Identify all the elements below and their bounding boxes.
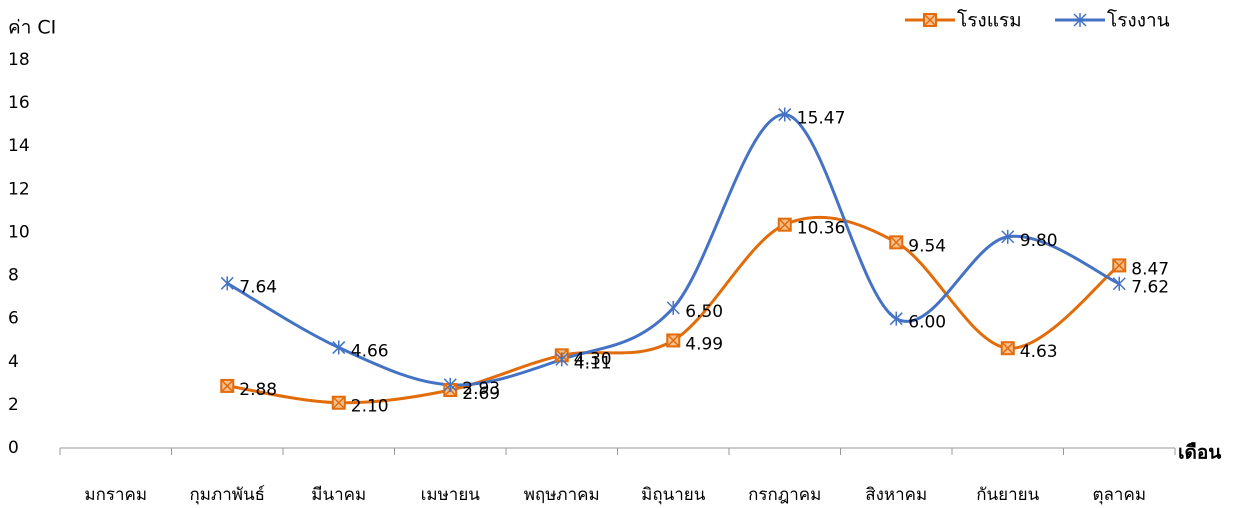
data-label: 6.50 [685,302,723,322]
marker [778,107,792,122]
x-tick-label: พฤษภาคม [524,485,600,505]
marker-star [332,340,346,355]
data-label: 2.69 [462,384,500,404]
marker [332,340,346,355]
marker-x [890,236,902,248]
data-label: 9.80 [1020,231,1058,251]
marker [666,300,680,315]
marker [666,333,681,348]
marker [889,311,903,326]
data-label: 15.47 [797,109,846,129]
y-tick-label: 10 [8,222,30,242]
y-tick-label: 2 [8,395,19,415]
marker-x [924,14,936,26]
y-tick-label: 6 [8,309,19,329]
data-label: 6.00 [908,313,946,333]
marker [220,378,235,393]
y-tick-label: 0 [8,438,19,458]
x-tick-label: กุมภาพันธ์ [190,485,265,505]
marker-star [889,311,903,326]
marker [889,235,904,250]
marker [555,352,569,367]
marker-star [1001,229,1015,244]
marker-x [1002,342,1014,354]
marker-star [778,107,792,122]
x-tick-label: ตุลาคม [1092,485,1146,505]
series-line [227,215,1121,405]
y-tick-label: 18 [8,50,30,70]
marker [1073,13,1087,27]
y-tick-label: 14 [8,136,30,156]
marker [331,395,346,410]
series-line [226,113,1120,387]
marker-x [1113,259,1125,271]
data-label: 4.66 [351,342,389,362]
data-label: 2.93 [462,379,500,399]
marker [1001,229,1015,244]
data-label: 7.64 [239,277,277,297]
marker-star [555,352,569,367]
legend-label: โรงแรม [957,9,1022,32]
marker-star [1073,13,1087,27]
marker [923,13,937,27]
x-tick-label: สิงหาคม [865,485,927,505]
marker-x [779,219,791,231]
x-tick-label: กรกฎาคม [748,485,821,505]
x-tick-label: มีนาคม [311,485,366,505]
y-axis-label: ค่า CI [8,17,56,39]
x-tick-label: เมษายน [421,485,481,505]
marker [1112,258,1127,273]
marker-x [333,397,345,409]
marker [777,217,792,232]
data-label: 10.36 [797,219,846,239]
data-label: 2.10 [351,397,389,417]
x-axis-label: เดือน [1178,442,1221,464]
y-tick-label: 8 [8,266,19,286]
data-label: 8.47 [1131,259,1169,279]
data-label: 4.30 [574,349,612,369]
legend-label: โรงงาน [1107,9,1170,32]
x-tick-label: มิถุนายน [641,485,706,505]
marker-x [667,334,679,346]
data-label: 4.11 [574,353,612,373]
data-label: 7.62 [1131,278,1169,298]
data-label: 4.63 [1020,342,1058,362]
marker-star [1112,276,1126,291]
marker [220,276,234,291]
marker [443,377,457,392]
marker-x [221,380,233,392]
data-label: 9.54 [908,236,946,256]
marker [1112,276,1126,291]
data-label: 4.99 [685,334,723,354]
marker-star [666,300,680,315]
x-tick-label: กันยายน [976,485,1039,505]
x-tick-label: มกราคม [84,485,147,505]
y-tick-label: 16 [8,93,30,113]
marker-star [443,377,457,392]
marker-star [220,276,234,291]
y-tick-label: 4 [8,352,19,372]
data-label: 2.88 [239,380,277,400]
marker [1000,341,1015,356]
y-tick-label: 12 [8,179,30,199]
